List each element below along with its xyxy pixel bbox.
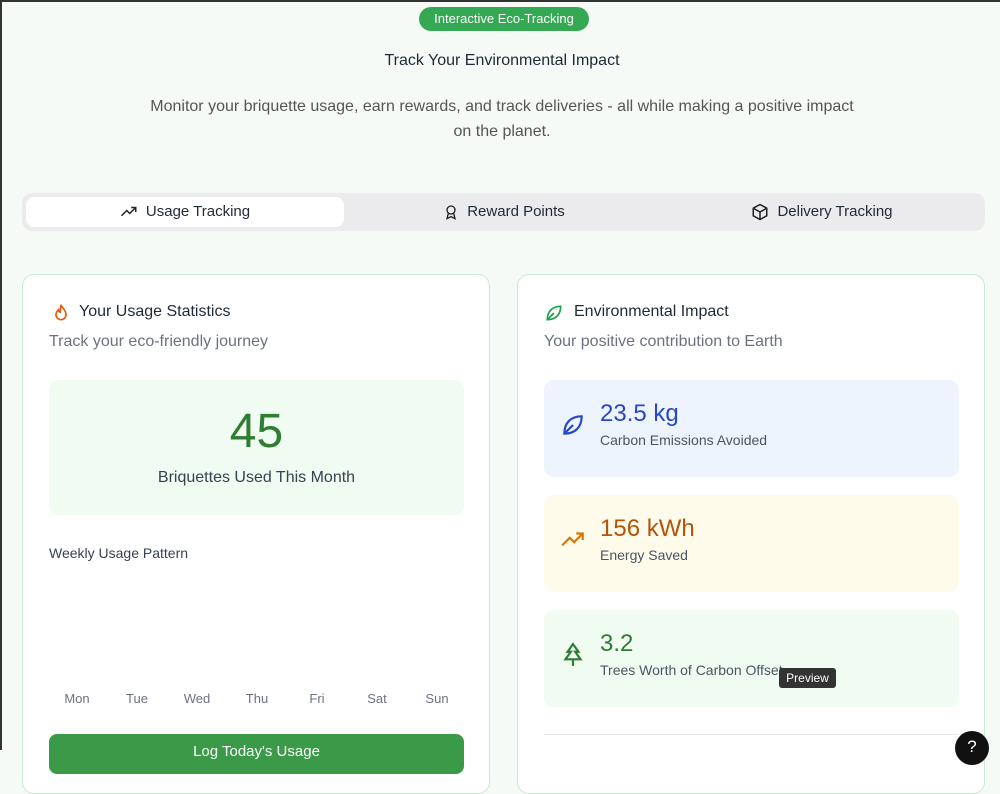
tab-label: Usage Tracking: [145, 203, 251, 220]
card-subtitle: Your positive contribution to Earth: [544, 333, 783, 350]
day-label: Thu: [245, 691, 269, 706]
metric-box: 3.2 Trees Worth of Carbon Offset: [544, 610, 959, 707]
tab-label: Delivery Tracking: [777, 203, 893, 220]
icon: [752, 203, 768, 221]
impact-card: Environmental Impact Your positive contr…: [517, 274, 985, 794]
day-label: Sat: [367, 691, 387, 706]
page-title: Track Your Environmental Impact: [384, 52, 620, 69]
tab[interactable]: Reward Points: [345, 197, 663, 227]
icon: [55, 304, 67, 321]
tab-bar: Usage Tracking Reward Points Delivery Tr…: [22, 193, 985, 231]
badge: Interactive Eco-Tracking: [419, 7, 589, 31]
stat-box: 45 Briquettes Used This Month: [49, 380, 464, 515]
card-title: Your Usage Statistics: [79, 303, 231, 320]
help-button[interactable]: ?: [955, 731, 989, 765]
stat-value: 45: [229, 405, 284, 458]
tooltip: Preview: [779, 668, 836, 688]
metric-label: Energy Saved: [600, 547, 688, 563]
metric-value: 156 kWh: [600, 515, 695, 542]
icon: [546, 305, 562, 321]
day-label: Sun: [425, 691, 449, 706]
chart-title: Weekly Usage Pattern: [49, 545, 189, 561]
card-title: Environmental Impact: [574, 303, 729, 320]
day-label: Mon: [64, 691, 90, 706]
icon: [563, 642, 583, 666]
metric-value: 23.5 kg: [600, 400, 679, 427]
icon: [563, 415, 583, 435]
metric-label: Trees Worth of Carbon Offset: [600, 662, 783, 678]
metric-box: 23.5 kg Carbon Emissions Avoided: [544, 380, 959, 477]
day-label: Tue: [126, 691, 148, 706]
usage-card: Your Usage Statistics Track your eco-fri…: [22, 274, 490, 794]
icon: [120, 206, 137, 217]
day-label: Fri: [309, 691, 325, 706]
log-button[interactable]: Log Today's Usage: [49, 734, 464, 774]
card-subtitle: Track your eco-friendly journey: [49, 333, 269, 350]
metric-label: Carbon Emissions Avoided: [600, 432, 768, 448]
tab[interactable]: Usage Tracking: [26, 197, 344, 227]
page-subtitle: Monitor your briquette usage, earn rewar…: [150, 98, 854, 140]
divider: [544, 734, 959, 735]
day-label: Wed: [183, 691, 211, 706]
icon: [561, 532, 584, 547]
metric-box: 156 kWh Energy Saved: [544, 495, 959, 592]
tab[interactable]: Delivery Tracking: [663, 197, 981, 227]
metric-value: 3.2: [600, 630, 634, 657]
icon: [446, 205, 457, 220]
tab-label: Reward Points: [467, 203, 565, 220]
stat-label: Briquettes Used This Month: [157, 469, 356, 486]
